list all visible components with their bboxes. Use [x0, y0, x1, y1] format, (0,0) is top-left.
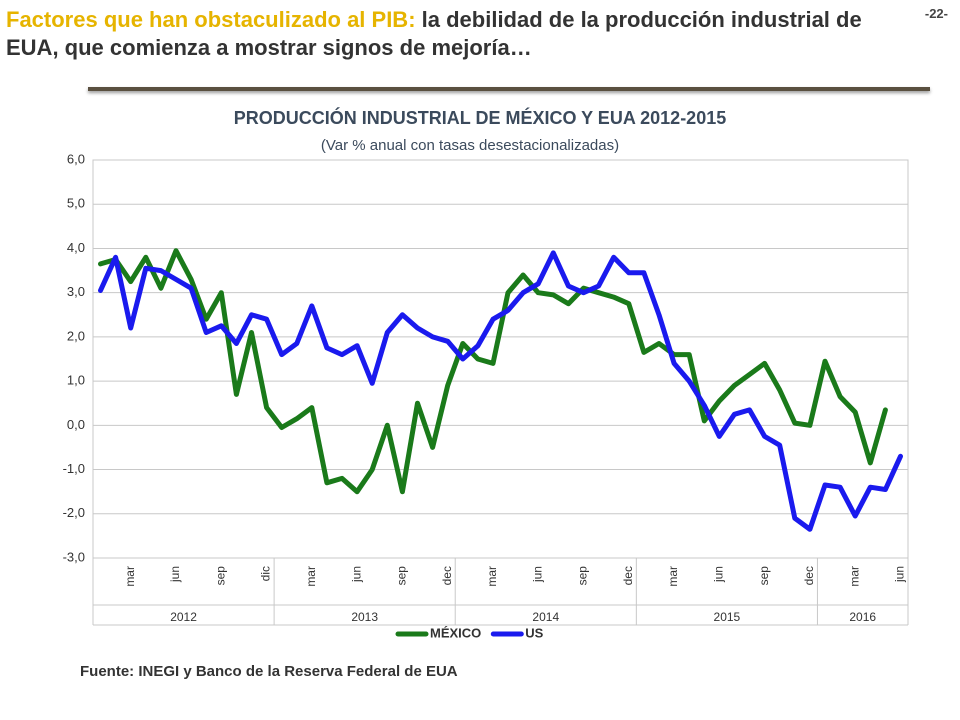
divider: [88, 87, 930, 91]
y-tick-label: 1,0: [67, 373, 85, 388]
x-tick-label: sep: [395, 566, 409, 586]
x-tick-label: mar: [666, 566, 680, 587]
x-tick-label: jun: [712, 566, 726, 583]
title-highlight: Factores que han obstaculizado al PIB:: [6, 7, 416, 32]
chart: PRODUCCIÓN INDUSTRIAL DE MÉXICO Y EUA 20…: [63, 107, 909, 640]
x-tick-label: sep: [576, 566, 590, 586]
legend-label: US: [525, 625, 543, 640]
y-tick-label: 0,0: [67, 417, 85, 432]
x-tick-label: mar: [123, 566, 137, 587]
y-tick-label: 6,0: [67, 151, 85, 166]
x-tick-label: mar: [847, 566, 861, 587]
year-label: 2012: [170, 610, 197, 624]
title-rest: la debilidad de la producción industrial…: [6, 7, 862, 60]
chart-title: PRODUCCIÓN INDUSTRIAL DE MÉXICO Y EUA 20…: [234, 107, 726, 128]
x-tick-label: jun: [168, 566, 182, 583]
x-tick-label: dec: [440, 566, 454, 585]
x-tick-label: jun: [893, 566, 907, 583]
y-tick-label: 4,0: [67, 240, 85, 255]
series-line: [98, 250, 903, 532]
y-tick-label: 5,0: [67, 196, 85, 211]
chart-subtitle: (Var % anual con tasas desestacionalizad…: [321, 137, 619, 154]
y-tick-label: 3,0: [67, 284, 85, 299]
year-label: 2016: [849, 610, 876, 624]
slide-title: Factores que han obstaculizado al PIB: l…: [6, 6, 906, 62]
page-number: -22-: [924, 6, 948, 21]
year-label: 2014: [532, 610, 559, 624]
x-tick-label: jun: [530, 566, 544, 583]
y-tick-label: -1,0: [63, 461, 85, 476]
x-tick-label: sep: [213, 566, 227, 586]
x-tick-label: mar: [304, 566, 318, 587]
x-tick-label: mar: [485, 566, 499, 587]
source: Fuente: INEGI y Banco de la Reserva Fede…: [80, 663, 458, 680]
x-tick-label: jun: [349, 566, 363, 583]
year-label: 2015: [714, 610, 741, 624]
x-tick-label: dic: [259, 566, 273, 581]
x-tick-label: dec: [621, 566, 635, 585]
legend-label: MÉXICO: [430, 625, 481, 640]
x-tick-label: sep: [757, 566, 771, 586]
series-line: [98, 248, 888, 495]
plot-frame: [92, 159, 909, 559]
y-tick-label: -3,0: [63, 549, 85, 564]
x-tick-label: dec: [802, 566, 816, 585]
y-tick-label: -2,0: [63, 505, 85, 520]
y-tick-label: 2,0: [67, 328, 85, 343]
year-label: 2013: [351, 610, 378, 624]
